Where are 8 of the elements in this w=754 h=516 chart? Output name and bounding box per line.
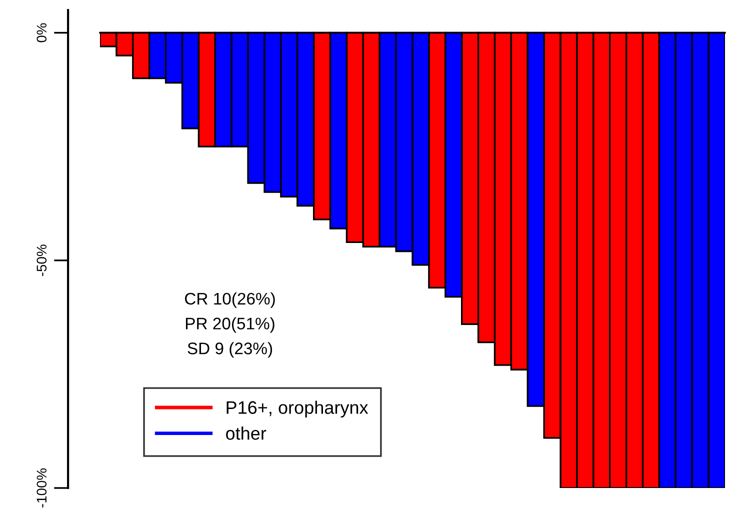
y-tick-label: -50% <box>36 244 47 276</box>
annotation: CR 10(26%) <box>185 292 275 308</box>
annotation: PR 20(51%) <box>186 317 274 333</box>
y-tick-label: -100% <box>36 468 47 508</box>
annotation: SD 9 (23%) <box>188 342 272 358</box>
y-tick-label: 0% <box>36 23 47 42</box>
legend-label: other <box>226 426 266 440</box>
legend-label: P16+, oropharynx <box>226 400 368 418</box>
